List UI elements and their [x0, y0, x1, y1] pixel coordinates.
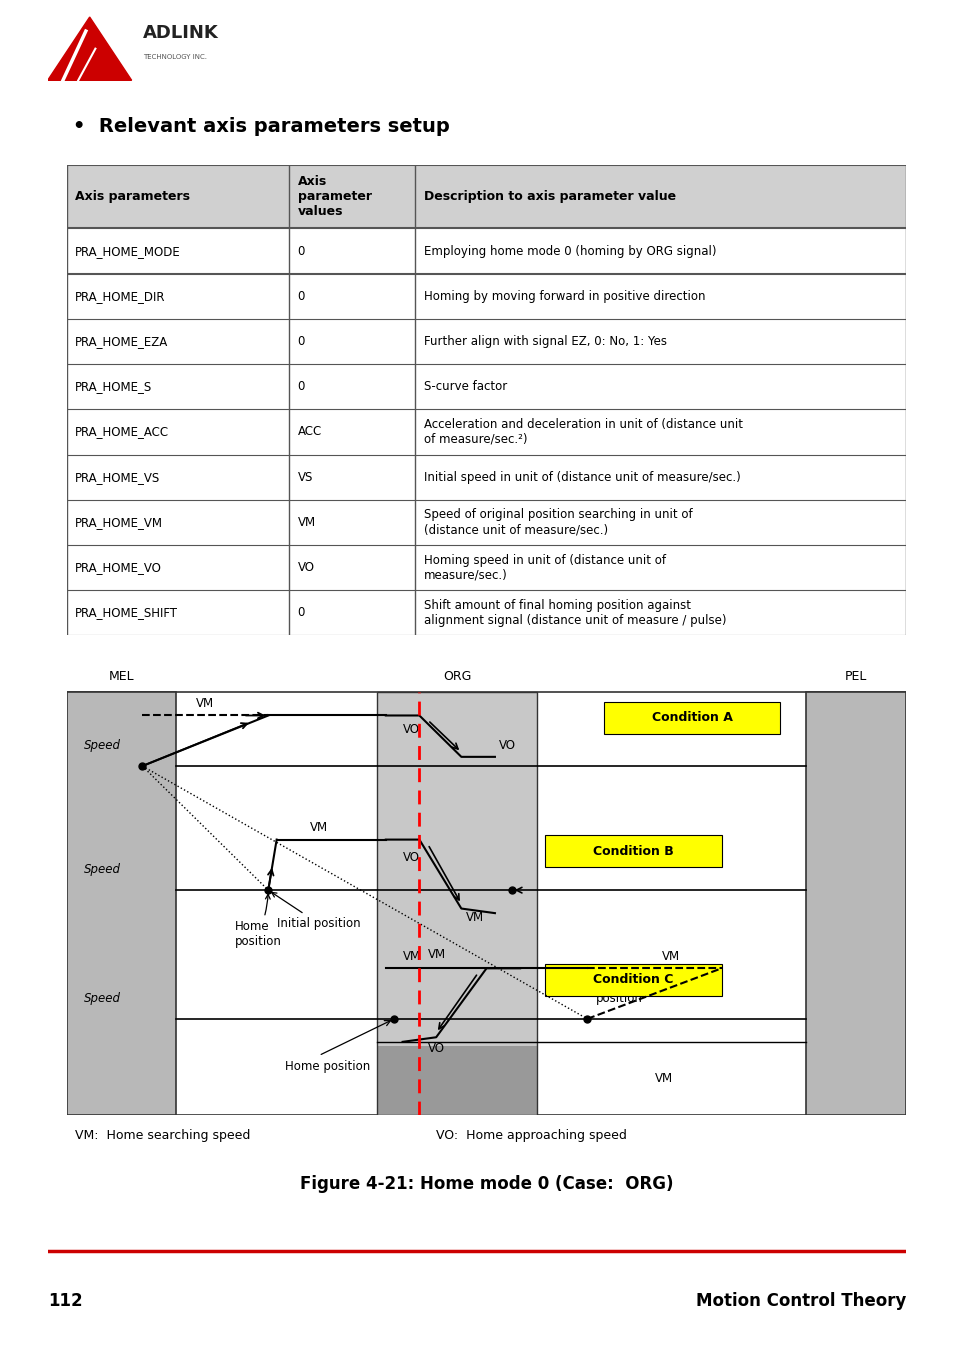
Bar	[545, 836, 720, 867]
Text: Motion Control Theory: Motion Control Theory	[695, 1293, 905, 1310]
Text: VM: VM	[654, 1072, 672, 1086]
Text: PRA_HOME_VO: PRA_HOME_VO	[75, 561, 162, 575]
Text: Acceleration and deceleration in unit of (distance unit
of measure/sec.²): Acceleration and deceleration in unit of…	[423, 418, 741, 446]
Text: VO: VO	[402, 723, 419, 735]
Text: VM: VM	[297, 516, 315, 529]
Text: VO: VO	[402, 852, 419, 864]
Text: Initial
position: Initial position	[595, 977, 642, 1005]
Bar	[377, 692, 537, 1115]
Bar	[804, 692, 905, 1115]
Text: TECHNOLOGY INC.: TECHNOLOGY INC.	[143, 54, 207, 59]
Text: Home position: Home position	[285, 1060, 370, 1073]
Text: VM: VM	[465, 911, 483, 923]
Text: VM:  Home searching speed: VM: Home searching speed	[75, 1129, 251, 1141]
Text: VO: VO	[427, 1042, 444, 1055]
Text: Further align with signal EZ, 0: No, 1: Yes: Further align with signal EZ, 0: No, 1: …	[423, 335, 666, 347]
Text: 0: 0	[297, 289, 305, 303]
Text: 0: 0	[297, 606, 305, 619]
Text: VM: VM	[402, 950, 420, 963]
Text: MEL: MEL	[109, 671, 134, 683]
Text: PRA_HOME_MODE: PRA_HOME_MODE	[75, 245, 181, 258]
Text: Home
position: Home position	[234, 894, 281, 948]
Text: Initial speed in unit of (distance unit of measure/sec.): Initial speed in unit of (distance unit …	[423, 470, 740, 484]
Text: VM: VM	[310, 821, 328, 834]
Text: PRA_HOME_DIR: PRA_HOME_DIR	[75, 289, 166, 303]
Text: Axis parameters: Axis parameters	[75, 191, 190, 203]
Text: VM: VM	[196, 698, 214, 710]
Text: PRA_HOME_S: PRA_HOME_S	[75, 380, 152, 393]
Text: ADLINK: ADLINK	[143, 24, 218, 42]
Text: S-curve factor: S-curve factor	[423, 380, 506, 393]
Text: Axis
parameter
values: Axis parameter values	[297, 176, 372, 218]
Text: VM: VM	[427, 948, 445, 961]
Bar	[377, 692, 537, 1115]
Text: Figure 4-21: Home mode 0 (Case:  ORG): Figure 4-21: Home mode 0 (Case: ORG)	[299, 1175, 673, 1194]
Text: Condition C: Condition C	[593, 973, 673, 987]
Bar	[603, 702, 780, 734]
Polygon shape	[48, 18, 132, 80]
Text: VS: VS	[297, 470, 313, 484]
Text: PRA_HOME_VS: PRA_HOME_VS	[75, 470, 160, 484]
Bar	[377, 1046, 537, 1115]
Text: PRA_HOME_SHIFT: PRA_HOME_SHIFT	[75, 606, 178, 619]
Text: Condition A: Condition A	[651, 711, 732, 725]
Text: 112: 112	[48, 1293, 82, 1310]
Text: •  Relevant axis parameters setup: • Relevant axis parameters setup	[73, 116, 450, 135]
Text: VO: VO	[498, 740, 516, 752]
Bar	[67, 692, 175, 1115]
Text: ORG: ORG	[442, 671, 471, 683]
Text: Shift amount of final homing position against
alignment signal (distance unit of: Shift amount of final homing position ag…	[423, 599, 725, 627]
Text: PEL: PEL	[843, 671, 866, 683]
Text: Homing speed in unit of (distance unit of
measure/sec.): Homing speed in unit of (distance unit o…	[423, 553, 665, 581]
Text: PRA_HOME_EZA: PRA_HOME_EZA	[75, 335, 169, 347]
Text: PRA_HOME_VM: PRA_HOME_VM	[75, 516, 163, 529]
Bar	[67, 692, 175, 1115]
Text: PRA_HOME_ACC: PRA_HOME_ACC	[75, 426, 169, 438]
Bar	[545, 964, 720, 996]
Text: VO: VO	[297, 561, 314, 575]
Text: Speed: Speed	[84, 992, 120, 1005]
Text: VO:  Home approaching speed: VO: Home approaching speed	[436, 1129, 626, 1141]
Bar	[804, 692, 905, 1115]
Text: Speed of original position searching in unit of
(distance unit of measure/sec.): Speed of original position searching in …	[423, 508, 692, 537]
Text: Speed: Speed	[84, 740, 120, 752]
Text: Homing by moving forward in positive direction: Homing by moving forward in positive dir…	[423, 289, 704, 303]
Text: Description to axis parameter value: Description to axis parameter value	[423, 191, 675, 203]
Text: 0: 0	[297, 380, 305, 393]
Text: Condition B: Condition B	[593, 845, 673, 857]
Text: Speed: Speed	[84, 864, 120, 876]
Text: ACC: ACC	[297, 426, 321, 438]
Text: Employing home mode 0 (homing by ORG signal): Employing home mode 0 (homing by ORG sig…	[423, 245, 716, 258]
Bar	[67, 165, 905, 228]
Text: 0: 0	[297, 335, 305, 347]
Text: Initial position: Initial position	[272, 892, 360, 930]
Text: VM: VM	[661, 950, 679, 963]
Text: 0: 0	[297, 245, 305, 258]
